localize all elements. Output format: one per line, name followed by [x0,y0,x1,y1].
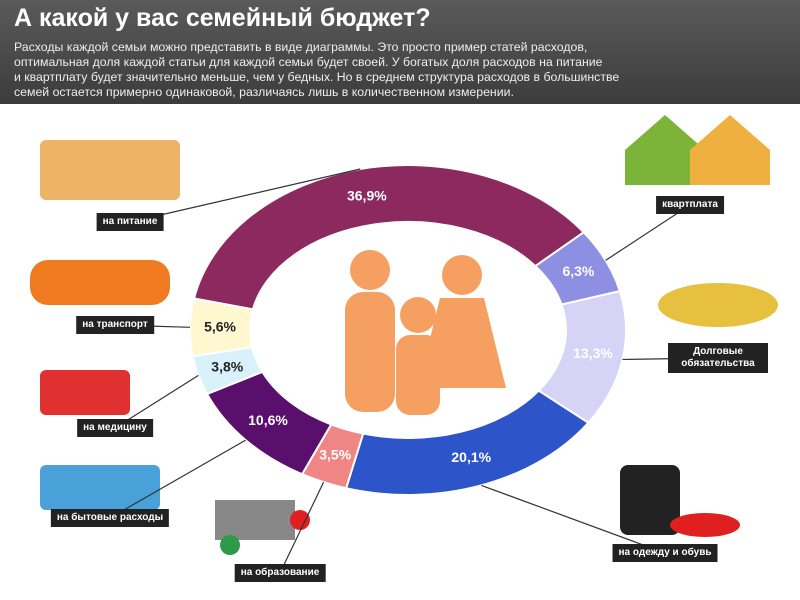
donut-segment [192,164,586,311]
header: А какой у вас семейный бюджет? Расходы к… [0,0,800,104]
leader-line [605,204,691,261]
category-label: квартплата [656,196,724,214]
value-label: 10,6% [248,412,288,428]
value-label: 3,5% [319,447,351,463]
leader-line [109,439,246,519]
value-label: 36,9% [347,188,387,204]
value-label: 13,3% [573,345,613,361]
value-label: 6,3% [562,263,594,279]
family-figure [345,250,506,415]
value-label: 3,8% [211,358,243,374]
icons [30,115,778,555]
category-label: на бытовые расходы [50,509,170,527]
donut-segment [189,297,255,358]
category-label: на медицину [77,419,153,437]
category-label: на транспорт [76,316,154,334]
value-label: 20,1% [451,449,491,465]
category-label: на образование [234,564,326,582]
category-label: на одежду и обувь [612,544,718,562]
description-line: семей остается примерно одинаковой, разл… [14,85,514,99]
description-line: и квартплату будет значительно меньше, ч… [14,70,620,84]
leader-line [481,484,666,554]
description-line: оптимальная доля каждой статьи для каждо… [14,55,603,69]
value-label: 5,6% [204,318,236,334]
title: А какой у вас семейный бюджет? [14,4,431,32]
leader-line [279,481,325,574]
category-label: на питание [96,213,164,231]
description-line: Расходы каждой семьи можно представить в… [14,40,588,54]
category-label: Долговые обязательства [668,343,768,373]
description: Расходы каждой семьи можно представить в… [14,40,619,100]
leader-line [129,168,361,223]
